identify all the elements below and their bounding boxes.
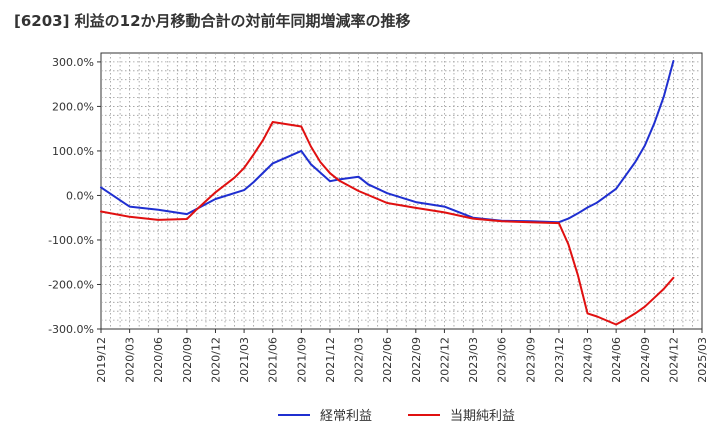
x-tick-label: 2024/03	[582, 337, 595, 383]
x-tick-label: 2022/12	[438, 337, 451, 383]
x-tick-label: 2022/03	[353, 337, 366, 383]
x-tick-label: 2021/12	[324, 337, 337, 383]
y-tick-label: -300.0%	[48, 323, 94, 336]
x-axis: 2019/12 2020/03 2020/06 2020/09 2020/12 2021/…	[95, 329, 709, 383]
x-tick-label: 2025/03	[696, 337, 709, 383]
x-tick-label: 2020/12	[209, 337, 222, 383]
x-tick-label: 2022/09	[410, 337, 423, 383]
y-tick-label: 200.0%	[52, 100, 94, 113]
chart-title: [6203] 利益の12か月移動合計の対前年同期増減率の推移	[14, 12, 411, 30]
legend: 経常利益 当期純利益	[278, 409, 515, 424]
x-tick-label: 2023/06	[496, 337, 509, 383]
y-axis: 300.0% 200.0% 100.0% 0.0% -100.0% -200.0% -300…	[48, 56, 101, 336]
series-line-ordinary-profit	[100, 60, 675, 224]
series-layer	[100, 60, 675, 326]
x-tick-label: 2020/06	[152, 337, 165, 383]
x-tick-label: 2021/09	[295, 337, 308, 383]
x-tick-label: 2022/06	[381, 337, 394, 383]
x-tick-label: 2024/06	[610, 337, 623, 383]
legend-label: 経常利益	[320, 409, 372, 424]
series-line-net-income	[100, 121, 675, 326]
plot-frame	[100, 52, 703, 330]
y-tick-label: -200.0%	[48, 278, 94, 291]
y-tick-label: 300.0%	[52, 56, 94, 69]
x-tick-label: 2021/06	[267, 337, 280, 383]
y-tick-label: -100.0%	[48, 234, 94, 247]
x-tick-label: 2023/03	[467, 337, 480, 383]
gridlines	[101, 53, 702, 329]
x-tick-label: 2020/03	[124, 337, 137, 383]
x-tick-label: 2021/03	[238, 337, 251, 383]
y-tick-label: 0.0%	[66, 189, 94, 202]
x-tick-label: 2023/09	[524, 337, 537, 383]
x-tick-label: 2023/12	[553, 337, 566, 383]
plot-area	[100, 52, 703, 330]
x-tick-label: 2024/09	[639, 337, 652, 383]
y-tick-label: 100.0%	[52, 145, 94, 158]
x-tick-label: 2024/12	[667, 337, 680, 383]
legend-label: 当期純利益	[450, 409, 515, 424]
x-tick-label: 2019/12	[95, 337, 108, 383]
x-tick-label: 2020/09	[181, 337, 194, 383]
